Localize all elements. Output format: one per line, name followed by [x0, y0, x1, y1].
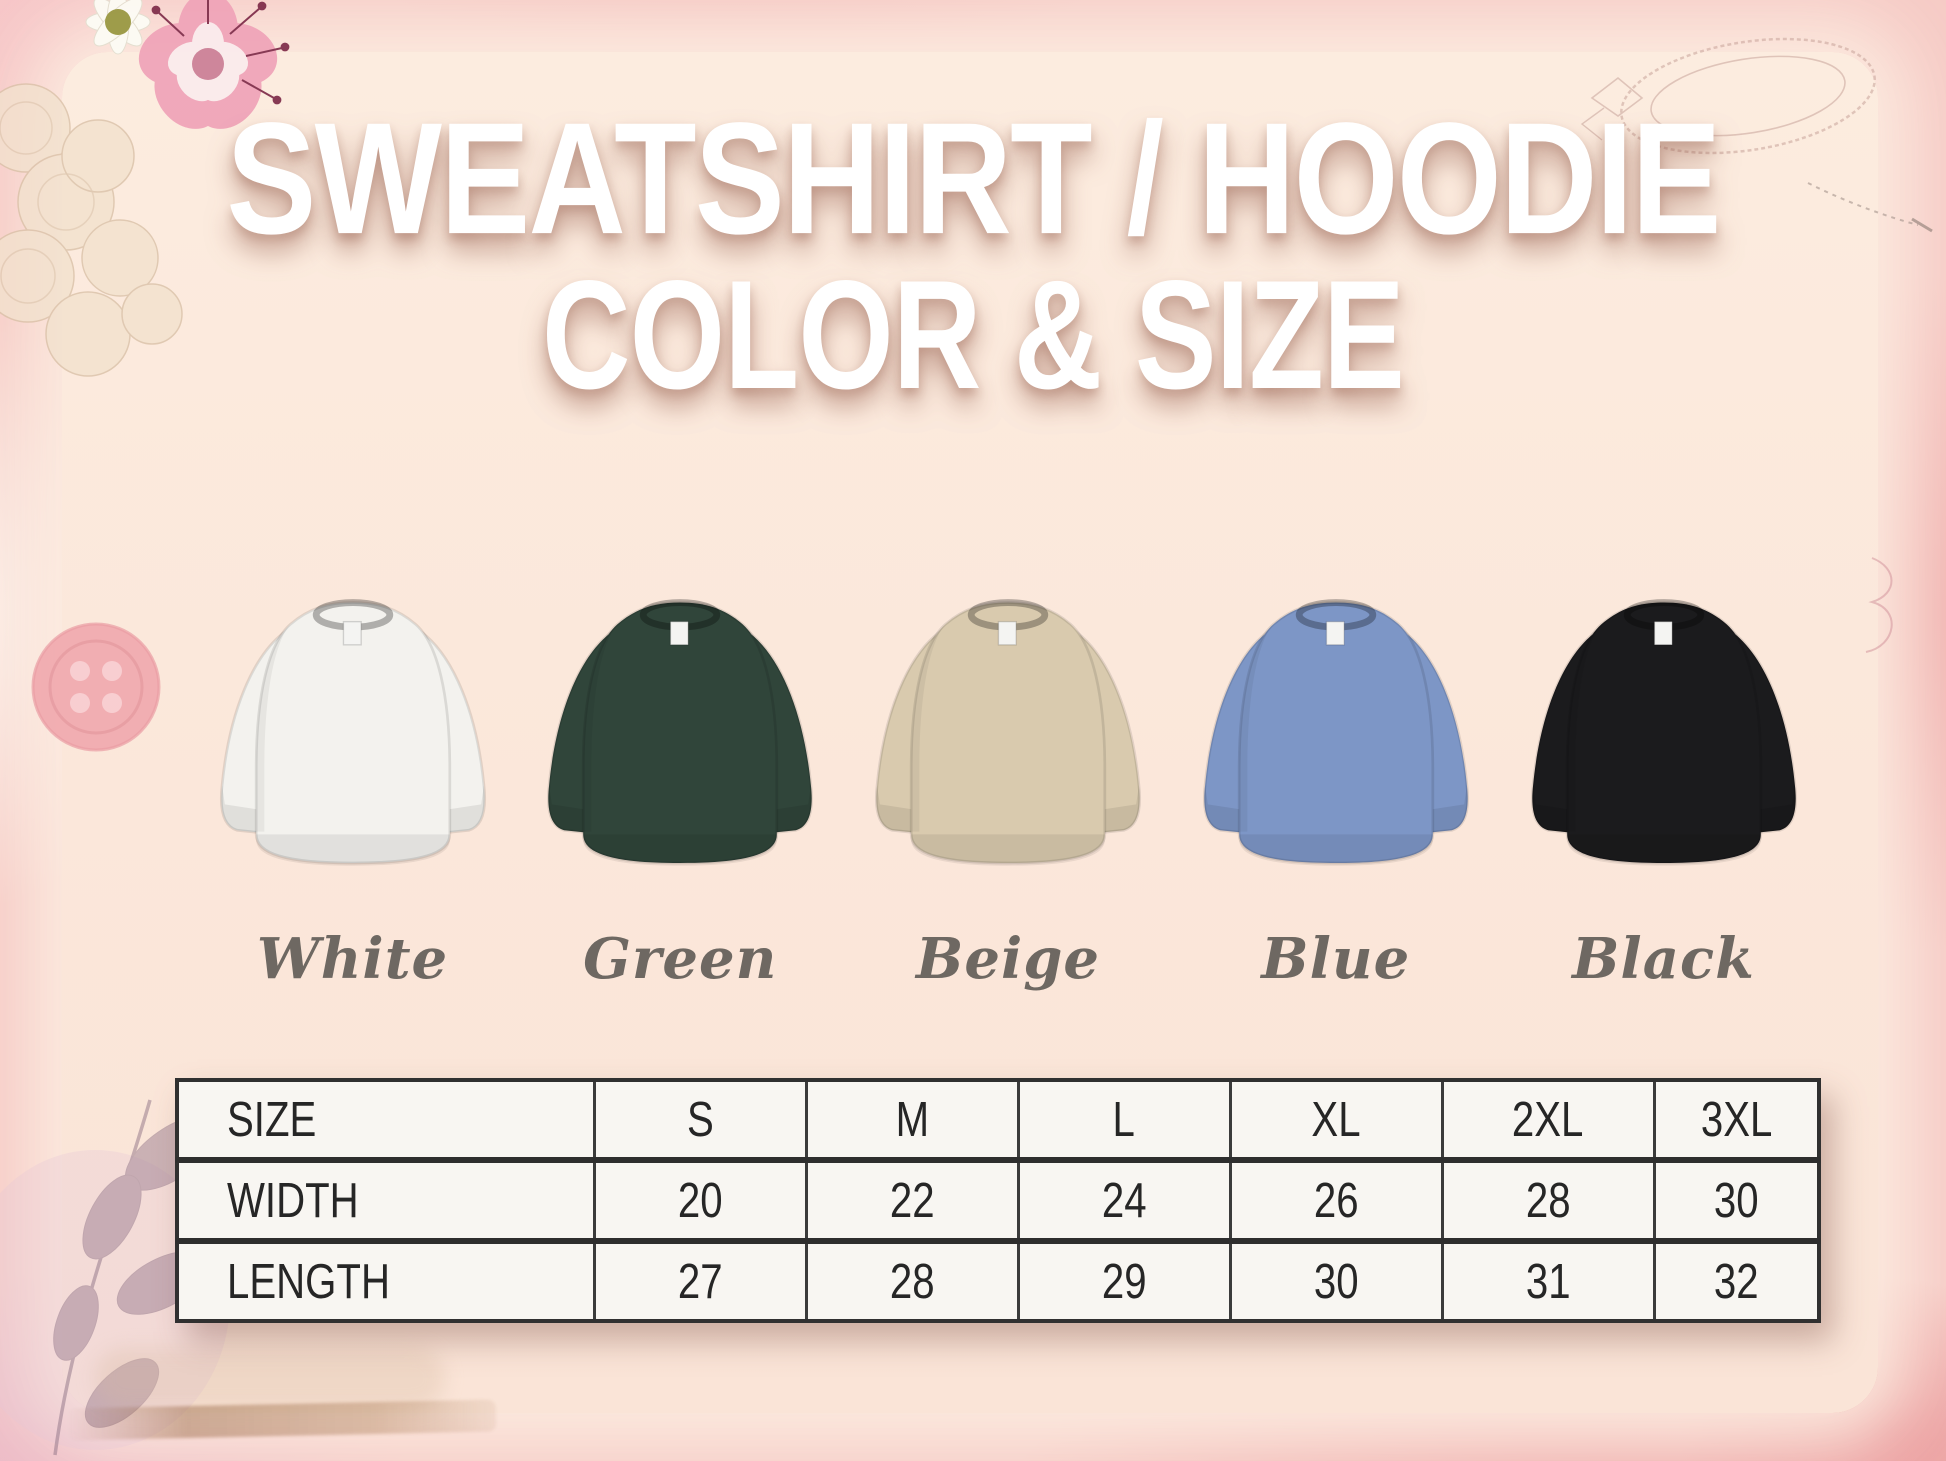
table-cell: 28	[804, 1238, 1018, 1321]
shirt-option-blue: Blue	[1183, 558, 1488, 992]
color-options-row: White Green Beige Blue Black	[200, 558, 1816, 992]
row-label: WIDTH	[177, 1157, 594, 1241]
size-header-row: SIZE S M L XL 2XL 3XL	[177, 1080, 1819, 1160]
page-title: SWEATSHIRT / HOODIE COLOR & SIZE	[0, 89, 1946, 414]
title-line-2: COLOR & SIZE	[541, 248, 1405, 421]
length-row: LENGTH 27 28 29 30 31 32	[177, 1238, 1819, 1321]
table-cell: 30	[1228, 1238, 1442, 1321]
table-cell: 20	[592, 1157, 806, 1241]
header-3xl: 3XL	[1652, 1080, 1819, 1160]
row-label: LENGTH	[177, 1238, 594, 1321]
table-cell: 24	[1016, 1157, 1230, 1241]
header-m: M	[804, 1080, 1018, 1160]
color-label: Beige	[915, 926, 1101, 992]
color-label: Blue	[1261, 926, 1411, 992]
sweatshirt-image	[530, 558, 830, 898]
table-cell: 30	[1652, 1157, 1819, 1241]
table-cell: 26	[1228, 1157, 1442, 1241]
header-l: L	[1016, 1080, 1230, 1160]
shirt-option-black: Black	[1511, 558, 1816, 992]
title-line-1: SWEATSHIRT / HOODIE	[226, 88, 1721, 268]
color-label: Black	[1572, 926, 1755, 992]
table-cell: 27	[592, 1238, 806, 1321]
table-cell: 28	[1440, 1157, 1654, 1241]
table-cell: 29	[1016, 1238, 1230, 1321]
header-size: SIZE	[227, 1092, 317, 1147]
table-cell: 32	[1652, 1238, 1819, 1321]
shirt-option-beige: Beige	[856, 558, 1161, 992]
sweatshirt-image	[1514, 558, 1814, 898]
sweatshirt-image	[203, 558, 503, 898]
shirt-option-green: Green	[528, 558, 833, 992]
color-label: White	[256, 926, 449, 992]
color-label: Green	[583, 926, 778, 992]
header-s: S	[592, 1080, 806, 1160]
table-cell: 22	[804, 1157, 1018, 1241]
header-2xl: 2XL	[1440, 1080, 1654, 1160]
sweatshirt-image	[1186, 558, 1486, 898]
shirt-option-white: White	[200, 558, 505, 992]
header-xl: XL	[1228, 1080, 1442, 1160]
table-cell: 31	[1440, 1238, 1654, 1321]
width-row: WIDTH 20 22 24 26 28 30	[177, 1157, 1819, 1241]
size-chart-table: SIZE S M L XL 2XL 3XL WIDTH 20 22 24 26 …	[175, 1078, 1821, 1323]
sweatshirt-image	[858, 558, 1158, 898]
daisy-icon	[85, 0, 151, 55]
